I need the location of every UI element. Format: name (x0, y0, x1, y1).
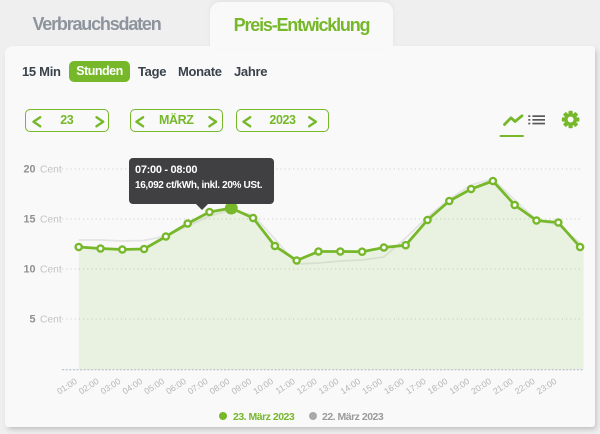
svg-text:Cent: Cent (40, 315, 62, 326)
svg-text:11:00: 11:00 (274, 376, 297, 396)
svg-text:13:00: 13:00 (317, 376, 341, 396)
svg-text:14:00: 14:00 (339, 376, 363, 396)
svg-text:20: 20 (23, 164, 35, 176)
svg-text:15: 15 (23, 214, 35, 226)
svg-text:05:00: 05:00 (142, 376, 166, 396)
svg-text:07:00: 07:00 (186, 376, 210, 396)
svg-text:20:00: 20:00 (469, 376, 493, 396)
svg-text:12:00: 12:00 (295, 376, 319, 396)
svg-text:15:00: 15:00 (360, 376, 384, 396)
svg-text:02:00: 02:00 (77, 376, 101, 396)
svg-text:10: 10 (23, 264, 35, 276)
svg-text:Cent: Cent (40, 165, 62, 176)
svg-text:08:00: 08:00 (208, 376, 232, 396)
svg-text:03:00: 03:00 (99, 376, 123, 396)
svg-text:04:00: 04:00 (121, 376, 145, 396)
svg-text:18:00: 18:00 (426, 376, 450, 396)
svg-text:5: 5 (29, 314, 35, 326)
svg-text:19:00: 19:00 (448, 376, 472, 396)
svg-text:Cent: Cent (40, 215, 62, 226)
svg-text:21:00: 21:00 (491, 376, 515, 396)
svg-text:09:00: 09:00 (230, 376, 254, 396)
svg-text:10:00: 10:00 (251, 376, 275, 396)
svg-text:16:00: 16:00 (382, 376, 406, 396)
svg-text:01:00: 01:00 (55, 376, 79, 396)
svg-text:23:00: 23:00 (535, 376, 559, 396)
svg-text:06:00: 06:00 (164, 376, 188, 396)
svg-text:Cent: Cent (40, 265, 62, 276)
svg-text:17:00: 17:00 (404, 376, 428, 396)
svg-text:22:00: 22:00 (513, 376, 537, 396)
